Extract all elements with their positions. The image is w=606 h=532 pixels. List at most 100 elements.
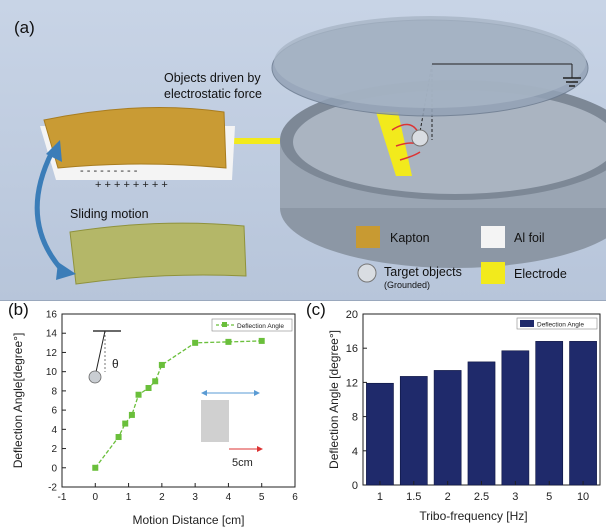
legend-label-b: Deflection Angle — [237, 323, 284, 330]
legend-swatch-target — [357, 263, 377, 283]
data-point — [145, 385, 152, 392]
x-tick-label-b: 6 — [292, 492, 298, 503]
bar — [366, 382, 394, 486]
y-tick-label-c: 16 — [346, 343, 358, 355]
y-tick-label-b: 14 — [46, 329, 58, 340]
legend-label-target: Target objects — [384, 265, 462, 279]
sliding-arrow-head-top — [46, 140, 62, 162]
objects-label-line1: Objects driven by — [164, 71, 261, 85]
y-tick-label-b: -2 — [48, 483, 57, 494]
legend-swatch-kapton — [356, 226, 380, 248]
data-point — [122, 420, 129, 427]
legend-box-c — [516, 317, 598, 330]
x-tick-label-b: 4 — [226, 492, 232, 503]
theta-label: θ — [112, 357, 119, 371]
panel-b-letter: (b) — [8, 300, 29, 319]
bar — [501, 350, 530, 486]
bar — [399, 376, 428, 486]
charge-signs-neg: - - - - - - - - - — [80, 165, 138, 177]
legend-box-b — [211, 318, 293, 332]
kapton-film-top — [43, 107, 227, 169]
x-tick-label-c: 10 — [577, 491, 589, 503]
y-tick-label-b: 8 — [51, 386, 57, 397]
bar — [535, 341, 564, 486]
sliding-arrow — [34, 150, 64, 272]
y-tick-label-b: 6 — [51, 406, 57, 417]
y-axis-title-c: Deflection Angle [degree°] — [327, 330, 341, 469]
legend-swatch-al-foil — [481, 226, 505, 248]
y-tick-label-b: 0 — [51, 463, 57, 474]
sliding-arrow-head-bottom — [56, 262, 76, 280]
container-floor — [293, 90, 606, 194]
field-line-3 — [399, 151, 421, 161]
scale-arrow-right-head — [254, 390, 260, 396]
panel-a-illustration: + + + + + + + + - - - - - - - - - — [0, 0, 606, 301]
bar — [467, 361, 496, 486]
pendulum-inset: θ — [88, 330, 121, 384]
data-point — [92, 464, 99, 471]
legend-c: Deflection Angle — [516, 317, 598, 330]
legend-marker-b — [222, 322, 227, 327]
bar — [433, 370, 462, 486]
y-tick-label-b: 12 — [46, 348, 58, 359]
y-tick-label-b: 10 — [46, 367, 58, 378]
kapton-film-bottom — [69, 222, 247, 285]
legend-label-grounded: (Grounded) — [384, 280, 431, 290]
scale-label: 5cm — [232, 457, 253, 469]
field-line-1 — [391, 123, 419, 133]
x-tick-label-b: 5 — [259, 492, 265, 503]
inner-electrode — [376, 112, 412, 176]
x-tick-label-c: 1.5 — [406, 491, 421, 503]
x-tick-label-c: 2 — [445, 491, 451, 503]
x-tick-label-b: 2 — [159, 492, 165, 503]
top-lid-surface — [274, 16, 586, 108]
y-tick-label-b: 16 — [46, 310, 58, 321]
y-tick-label-c: 12 — [346, 377, 358, 389]
panel-b-chart: -1 0 1 2 3 4 5 6 -2 0 2 4 6 8 10 12 14 16 Deflection Angle… — [0, 300, 300, 528]
data-point — [225, 338, 232, 345]
x-tick-label-c: 5 — [546, 491, 552, 503]
x-tick-label-b: -1 — [58, 492, 67, 503]
x-tick-label-b: 0 — [93, 492, 99, 503]
panel-c-chart: 0 4 8 12 16 20 1 1.5 2 2.5 3 5 10 Deflection Angle Tri… — [300, 300, 606, 527]
y-tick-label-c: 0 — [352, 480, 358, 492]
data-point — [258, 337, 265, 344]
data-point — [115, 434, 122, 441]
y-tick-label-c: 8 — [352, 412, 358, 424]
y-tick-label-b: 4 — [51, 425, 57, 436]
panel-a-drawing: + + + + + + + + - - - - - - - - - — [34, 16, 606, 285]
scale-block — [201, 400, 229, 442]
data-point — [135, 391, 142, 398]
y-tick-label-b: 2 — [51, 444, 57, 455]
legend-label-c: Deflection Angle — [537, 322, 584, 329]
scale-red-arrow-head — [257, 446, 263, 452]
x-axis-title-c: Tribo-frequency [Hz] — [419, 509, 527, 523]
x-tick-label-c: 3 — [512, 491, 518, 503]
sliding-motion-label: Sliding motion — [70, 207, 149, 221]
bar — [569, 341, 597, 486]
data-point — [158, 361, 165, 368]
x-tick-label-c: 2.5 — [474, 491, 489, 503]
x-tick-label-c: 1 — [377, 491, 383, 503]
legend-label-kapton: Kapton — [390, 231, 430, 245]
inset-sphere — [88, 370, 102, 384]
data-point — [152, 378, 159, 385]
legend-label-electrode: Electrode — [514, 267, 567, 281]
y-axis-title-b: Deflection Angle[degree°] — [11, 333, 25, 469]
objects-label-line2: electrostatic force — [164, 87, 262, 101]
legend-label-al-foil: Al foil — [514, 231, 545, 245]
plot-frame-b — [61, 313, 296, 488]
scale-arrow-left-head — [201, 390, 207, 396]
legend-swatch-electrode — [481, 262, 505, 284]
charge-signs: + + + + + + + + — [95, 179, 168, 191]
data-point — [192, 339, 199, 346]
legend-swatch-c — [520, 320, 534, 327]
deflection-vs-frequency-chart: 0 4 8 12 16 20 1 1.5 2 2.5 3 5 10 Deflection Angle Tri… — [327, 309, 601, 523]
target-sphere — [411, 129, 429, 147]
x-tick-label-b: 3 — [192, 492, 198, 503]
legend-b: Deflection Angle — [211, 318, 293, 332]
y-tick-label-c: 4 — [352, 446, 358, 458]
panel-a-letter: (a) — [14, 18, 35, 37]
